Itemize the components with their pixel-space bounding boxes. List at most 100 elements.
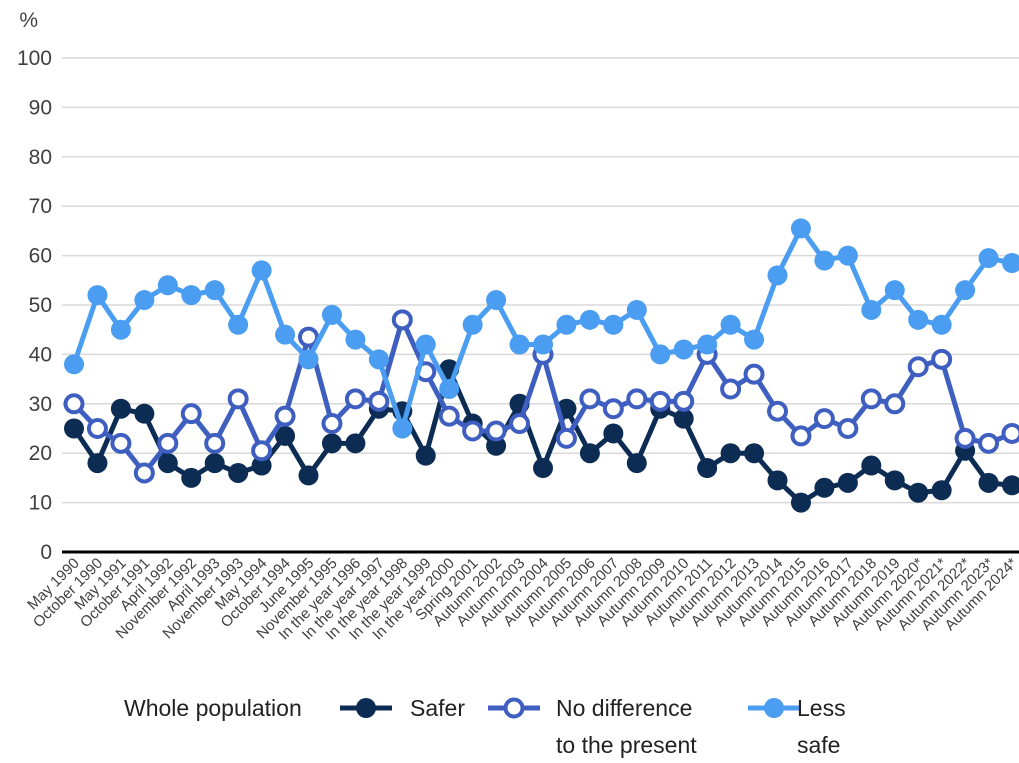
data-point <box>416 335 436 355</box>
y-tick-label: 30 <box>29 393 52 416</box>
y-tick-label: 90 <box>29 96 52 119</box>
data-point <box>183 405 200 422</box>
data-point <box>347 390 364 407</box>
data-point <box>345 330 365 350</box>
data-point <box>769 403 786 420</box>
data-point <box>861 300 881 320</box>
data-point <box>1002 475 1019 495</box>
data-point <box>441 408 458 425</box>
data-point <box>1004 425 1019 442</box>
legend-swatch-marker <box>356 698 376 718</box>
data-point <box>792 427 809 444</box>
data-point <box>628 390 645 407</box>
data-point <box>87 453 107 473</box>
data-point <box>627 453 647 473</box>
gridlines <box>62 58 1019 503</box>
y-tick-label: 70 <box>29 195 52 218</box>
data-point <box>136 464 153 481</box>
data-point <box>744 443 764 463</box>
data-point <box>814 478 834 498</box>
data-point <box>369 349 389 369</box>
legend-label: safe <box>797 732 840 758</box>
data-point <box>158 275 178 295</box>
data-point <box>556 315 576 335</box>
data-point <box>722 380 739 397</box>
y-tick-label: 40 <box>29 343 52 366</box>
data-point <box>111 399 131 419</box>
data-point <box>394 311 411 328</box>
data-point <box>885 470 905 490</box>
data-point <box>932 315 952 335</box>
legend-label: Safer <box>410 695 465 721</box>
data-point <box>439 379 459 399</box>
legend-swatch-marker <box>506 700 523 717</box>
data-point <box>299 349 319 369</box>
data-point <box>463 315 483 335</box>
data-point <box>674 339 694 359</box>
data-point <box>839 420 856 437</box>
data-point <box>908 483 928 503</box>
data-point <box>345 433 365 453</box>
legend-title: Whole population <box>124 695 302 721</box>
data-point <box>392 419 412 439</box>
data-point <box>675 393 692 410</box>
data-point <box>275 325 295 345</box>
data-point <box>957 430 974 447</box>
data-point <box>205 280 225 300</box>
data-point <box>652 393 669 410</box>
data-point <box>721 443 741 463</box>
data-point <box>277 408 294 425</box>
legend-swatch-marker <box>764 698 784 718</box>
data-point <box>370 393 387 410</box>
data-point <box>87 285 107 305</box>
data-point <box>955 280 975 300</box>
data-point <box>697 458 717 478</box>
legend-item-0: Safer <box>340 695 465 721</box>
data-point <box>791 218 811 238</box>
data-point <box>323 415 340 432</box>
y-tick-label: 20 <box>29 442 52 465</box>
data-point <box>932 480 952 500</box>
data-point <box>605 400 622 417</box>
data-point <box>650 344 670 364</box>
data-point <box>299 465 319 485</box>
data-point <box>768 265 788 285</box>
data-point <box>510 335 530 355</box>
data-point <box>159 435 176 452</box>
data-point <box>486 290 506 310</box>
data-point <box>908 310 928 330</box>
data-point <box>816 410 833 427</box>
data-point <box>252 260 272 280</box>
data-point <box>253 442 270 459</box>
data-point <box>885 280 905 300</box>
data-point <box>721 315 741 335</box>
data-point <box>464 422 481 439</box>
y-tick-label: 0 <box>40 541 52 564</box>
data-point <box>603 315 623 335</box>
data-point <box>228 315 248 335</box>
legend-label: No difference <box>556 695 692 721</box>
data-point <box>134 404 154 424</box>
data-point <box>112 435 129 452</box>
y-tick-label: 60 <box>29 245 52 268</box>
data-point <box>838 246 858 266</box>
data-point <box>64 354 84 374</box>
data-point <box>181 468 201 488</box>
data-point <box>416 446 436 466</box>
y-unit-label: % <box>19 9 38 32</box>
data-point <box>791 493 811 513</box>
data-point <box>228 463 248 483</box>
data-point <box>746 366 763 383</box>
data-point <box>64 419 84 439</box>
data-point <box>581 390 598 407</box>
data-point <box>697 335 717 355</box>
y-tick-label: 80 <box>29 146 52 169</box>
data-point <box>979 473 999 493</box>
